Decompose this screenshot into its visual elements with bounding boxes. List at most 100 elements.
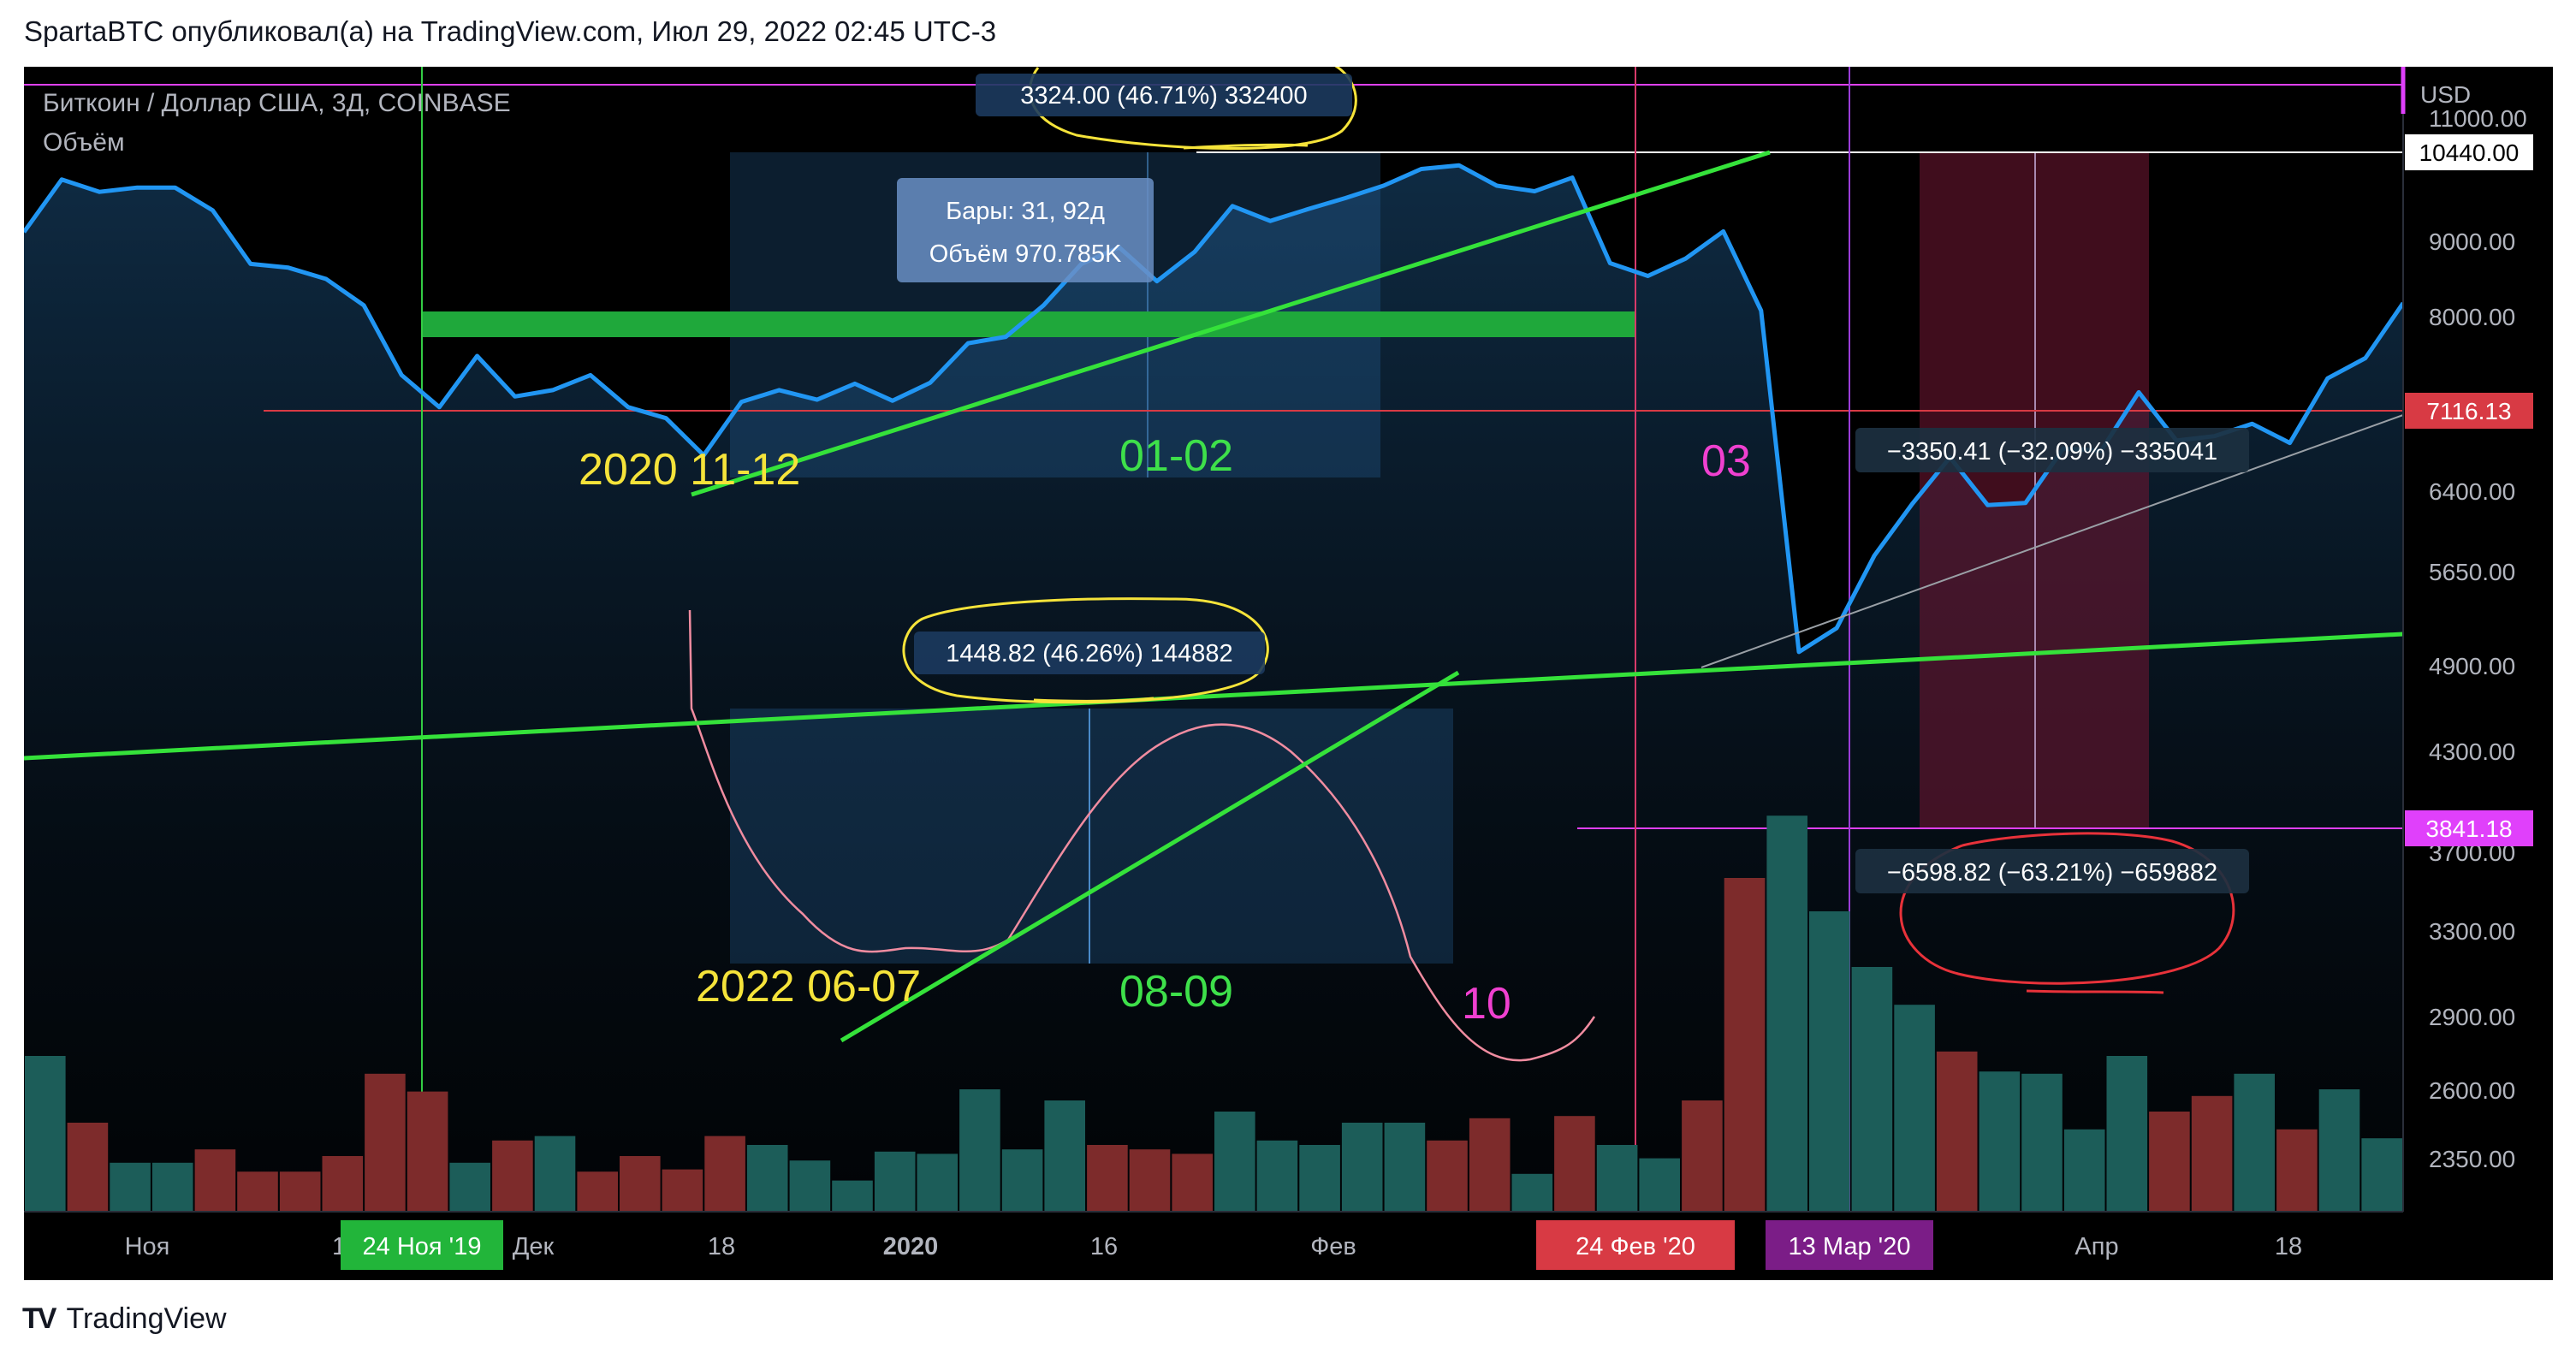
price-axis[interactable] (2403, 67, 2553, 1212)
volume-bar (1001, 1149, 1043, 1212)
price-line (24, 163, 2406, 655)
y-tick-label: 2600.00 (2429, 1077, 2515, 1104)
tradingview-logo[interactable]: TV TradingView (22, 1302, 227, 1336)
volume-bar (237, 1171, 278, 1212)
price-axis-tags: 10440.00 7116.13 3841.18 (2405, 134, 2533, 846)
upper-trend-line (691, 150, 1771, 497)
right-measure-1-label: −3350.41 (−32.09%) −335041 (1887, 438, 2217, 466)
tradingview-logo-text: TradingView (66, 1302, 227, 1335)
right-measure-1-bg (1855, 428, 2249, 472)
volume-bar (2106, 1056, 2148, 1212)
volume-bar (449, 1162, 490, 1212)
volume-bar (1511, 1173, 1553, 1212)
volume-bar (1682, 1100, 1723, 1212)
volume-bar (1087, 1145, 1128, 1212)
volume-bar (2191, 1095, 2233, 1212)
y-tick-label: 6400.00 (2429, 478, 2515, 505)
price-tag-bg (2405, 393, 2533, 429)
x-tick-label: Ноя (125, 1233, 170, 1260)
volume-bar (917, 1153, 959, 1212)
volume-bar (194, 1149, 236, 1212)
mid-measure-label: 1448.82 (46.26%) 144882 (946, 640, 1232, 667)
price-tag-label: 10440.00 (2419, 139, 2520, 166)
price-area-fill (24, 165, 2403, 1213)
volume-bar (151, 1162, 193, 1212)
bars-info-box (897, 178, 1154, 282)
volume-bar (1766, 815, 1807, 1212)
red-circle (1899, 832, 2235, 994)
period-label-10: 10 (1462, 979, 1511, 1029)
lower-trend-line (840, 670, 1460, 1043)
y-tick-label: 4900.00 (2429, 653, 2515, 679)
price-axis-unit: USD (2420, 81, 2471, 108)
mid-measure-label-bg (914, 632, 1265, 674)
volume-bar (1341, 1123, 1383, 1212)
volume-bar (1554, 1116, 1595, 1212)
grey-trend-line (1701, 414, 2404, 668)
date-tag-24-feb: 24 Фев '20 (1576, 1233, 1695, 1260)
symbol-title: Биткоин / Доллар США, 3Д, COINBASE (43, 89, 511, 117)
period-label-0809: 08-09 (1119, 967, 1233, 1017)
x-tick-label: 2020 (883, 1233, 939, 1260)
y-tick-label: 4300.00 (2429, 738, 2515, 765)
volume-bar (110, 1162, 151, 1212)
y-tick-label: 9000.00 (2429, 228, 2515, 255)
volume-bar (1979, 1071, 2021, 1212)
volume-bar (534, 1136, 576, 1212)
x-tick-label: Апр (2074, 1233, 2118, 1260)
volume-bar (1044, 1100, 1085, 1212)
volume-bar (1214, 1112, 1255, 1212)
date-tag-24-nov: 24 Ноя '19 (363, 1233, 482, 1260)
volume-bars (25, 815, 2402, 1212)
volume-bar (1129, 1149, 1171, 1212)
publication-header: SpartaBTC опубликовал(а) на TradingView.… (24, 15, 997, 47)
x-tick-label: 18 (2275, 1233, 2302, 1260)
bars-info-line1: Бары: 31, 92д (946, 198, 1105, 225)
volume-bar (874, 1151, 916, 1212)
volume-bar (2361, 1138, 2402, 1212)
mid-measure-box (730, 709, 1453, 964)
period-label-2020: 2020 11-12 (579, 445, 800, 495)
tradingview-logo-icon: TV (22, 1302, 56, 1335)
price-chart[interactable]: 3324.00 (46.71%) 332400 Бары: 31, 92д Об… (24, 67, 2553, 1280)
date-tag-13-mar-bg (1766, 1220, 1933, 1270)
volume-bar (1639, 1158, 1680, 1212)
x-tick-label: 18 (708, 1233, 735, 1260)
volume-bar (2063, 1129, 2105, 1212)
y-tick-label: 2350.00 (2429, 1146, 2515, 1172)
volume-bar (1256, 1140, 1298, 1212)
volume-bar (746, 1145, 788, 1212)
x-tick-label: Фев (1310, 1233, 1356, 1260)
volume-bar (1299, 1145, 1340, 1212)
volume-bar (1936, 1051, 1978, 1212)
y-tick-label: 8000.00 (2429, 304, 2515, 330)
long-trend-line (24, 632, 2404, 761)
volume-bar (1724, 878, 1766, 1212)
y-tick-label: 11000.00 (2429, 105, 2527, 132)
x-tick-label: Дек (513, 1233, 555, 1260)
volume-bar (279, 1171, 321, 1212)
volume-bar (407, 1091, 448, 1212)
price-tag-bg (2405, 810, 2533, 846)
projection-curve (688, 609, 1596, 1062)
price-tag-bg (2405, 134, 2533, 170)
volume-bar (1809, 911, 1850, 1212)
top-measure-label-bg (976, 74, 1352, 116)
volume-bar (2276, 1129, 2318, 1212)
volume-label: Объём (43, 128, 125, 157)
volume-bar (577, 1171, 618, 1212)
volume-bar (620, 1156, 661, 1212)
period-label-0102: 01-02 (1119, 431, 1233, 481)
chart-frame[interactable]: 3324.00 (46.71%) 332400 Бары: 31, 92д Об… (24, 67, 2553, 1280)
bars-info-line2: Объём 970.785K (929, 240, 1122, 268)
volume-bar (492, 1140, 533, 1212)
x-tick-label: 16 (1090, 1233, 1118, 1260)
volume-bar (322, 1156, 364, 1212)
volume-bar (67, 1123, 109, 1212)
price-tag-label: 3841.18 (2425, 815, 2512, 842)
volume-bar (1172, 1153, 1213, 1212)
price-tag-label: 7116.13 (2426, 398, 2511, 424)
volume-bar (1894, 1005, 1935, 1212)
y-tick-label: 3300.00 (2429, 918, 2515, 945)
volume-bar (959, 1089, 1000, 1212)
